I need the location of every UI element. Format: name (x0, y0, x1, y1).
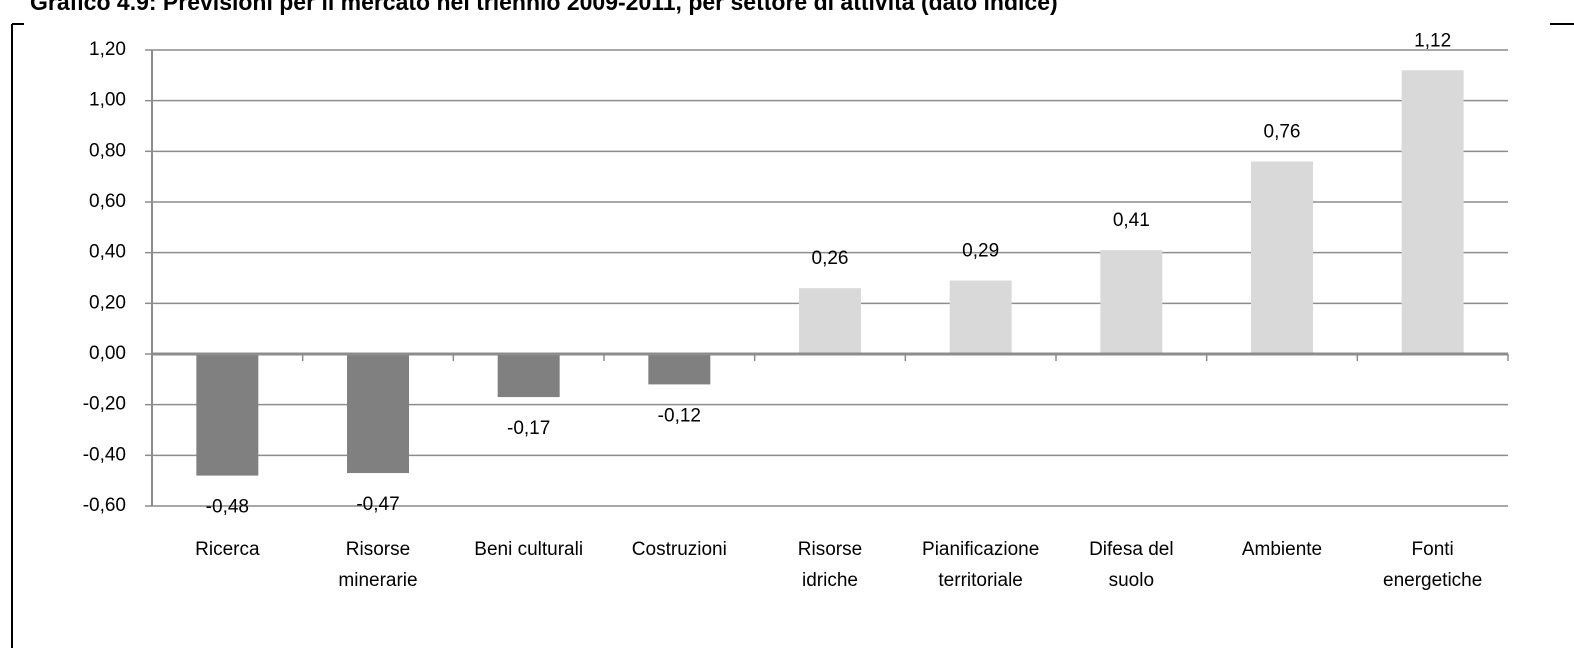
y-tick-label: -0,40 (83, 444, 126, 465)
value-label: 0,41 (1113, 210, 1150, 231)
x-tick-label: Ambiente (1241, 539, 1323, 560)
bar (648, 354, 711, 385)
y-tick-label: -0,20 (83, 394, 126, 415)
y-tick-label: 0,80 (89, 140, 126, 161)
y-tick-label: 1,20 (89, 39, 126, 60)
y-tick-label: 0,20 (89, 292, 126, 313)
x-tick-label: Fonti energetiche (1383, 539, 1483, 591)
bar (497, 354, 560, 398)
x-tick-label: Pianificazione territoriale (922, 539, 1040, 591)
value-label: -0,17 (507, 418, 550, 439)
value-label: 0,76 (1264, 121, 1301, 142)
y-tick-label: 0,00 (89, 343, 126, 364)
bar (347, 354, 409, 474)
bar (1401, 70, 1464, 355)
value-label: -0,47 (356, 494, 399, 515)
value-label: -0,48 (206, 497, 249, 518)
x-tick-label: Risorse idriche (797, 539, 863, 591)
x-tick-label: Risorse minerarie (338, 539, 418, 591)
x-tick-label: Beni culturali (474, 539, 584, 560)
y-tick-label: 0,60 (89, 191, 126, 212)
value-label: 1,12 (1414, 30, 1451, 51)
bar (1251, 161, 1313, 354)
y-tick-label: -0,60 (83, 495, 126, 516)
bar (196, 354, 259, 476)
value-label: -0,12 (658, 405, 701, 426)
value-label: 0,29 (962, 241, 999, 262)
bar (799, 288, 861, 354)
x-tick-label: Difesa del suolo (1089, 539, 1174, 591)
bar (1100, 250, 1163, 354)
x-tick-label: Costruzioni (631, 539, 727, 560)
x-tick-label: Ricerca (195, 539, 260, 560)
chart-title: Grafico 4.9: Previsioni per il mercato n… (30, 0, 1058, 15)
bar (949, 280, 1012, 354)
y-tick-label: 0,40 (89, 242, 126, 263)
value-label: 0,26 (812, 248, 849, 269)
y-tick-label: 1,00 (89, 90, 126, 111)
